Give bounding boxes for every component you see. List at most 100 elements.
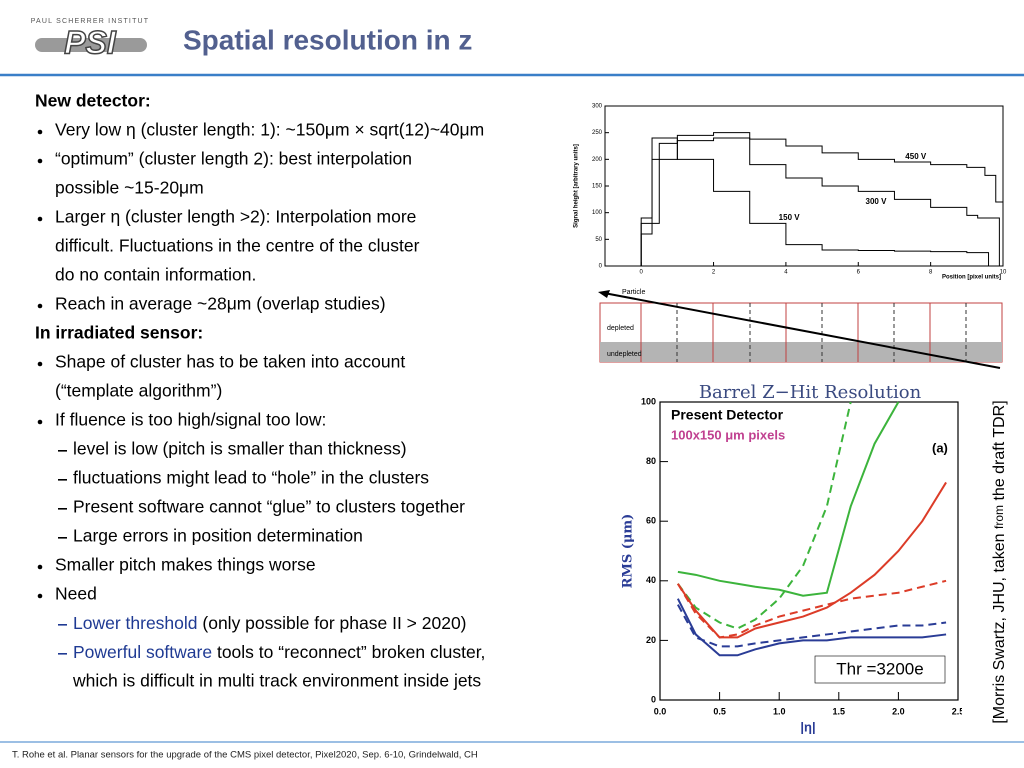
x-axis-label: |η|: [800, 719, 815, 734]
x-tick-label: 0.5: [713, 706, 726, 716]
body-line: level is low (pitch is smaller than thic…: [73, 439, 407, 459]
body-line: Reach in average ~28μm (overlap studies): [55, 294, 386, 314]
citation: [Morris Swartz, JHU, taken from the draf…: [991, 400, 1008, 723]
x-axis-label: Position [pixel units]: [942, 275, 1001, 281]
x-tick-label: 2: [712, 270, 716, 276]
dash: [58, 537, 67, 539]
y-tick-label: 300: [592, 104, 603, 110]
body-line: difficult. Fluctuations in the centre of…: [55, 236, 420, 256]
dash: [58, 450, 67, 452]
annotation: Thr =3200e: [836, 659, 923, 678]
y-tick-label: 60: [646, 516, 656, 526]
diagram-label: undepleted: [607, 351, 642, 358]
series-label: 300 V: [866, 197, 888, 206]
body-line: possible ~15-20μm: [55, 178, 204, 198]
bullet: [37, 593, 43, 599]
slide-title: Spatial resolution in z: [183, 24, 472, 55]
series-line: [623, 137, 1004, 267]
dash: [58, 624, 67, 626]
y-tick-label: 100: [592, 210, 603, 216]
x-tick-label: 1.5: [833, 706, 846, 716]
series-line: [630, 137, 990, 267]
body-line: Need: [55, 584, 97, 604]
y-tick-label: 250: [592, 130, 603, 136]
particle-track: [603, 292, 1001, 369]
institute: PAUL SCHERRER INSTITUT: [31, 18, 150, 25]
annotation: Present Detector: [671, 407, 784, 423]
undepleted-band: [600, 342, 1002, 362]
text-part: Lower threshold: [73, 613, 198, 633]
logo-band: [35, 38, 147, 52]
annotation-box: [814, 655, 946, 684]
bullet: [37, 303, 43, 309]
body-line: “optimum” (cluster length 2): best inter…: [55, 149, 412, 169]
x-tick-label: 0.0: [654, 706, 667, 716]
y-tick-label: 0: [651, 694, 656, 704]
x-tick-label: 8: [929, 270, 933, 276]
series-label: 150 V: [779, 213, 801, 222]
x-tick-label: 0: [640, 270, 644, 276]
heading: New detector:: [35, 91, 151, 111]
diagram-label: Particle: [622, 289, 645, 296]
strip-lines: [640, 303, 931, 362]
series-line: [677, 401, 900, 597]
y-tick-label: 200: [592, 157, 603, 163]
pixel-lines: [676, 303, 967, 362]
body-line: (“template algorithm”): [55, 381, 222, 401]
y-tick-label: 0: [599, 264, 603, 270]
body-line: fluctuations might lead to “hole” in the…: [73, 468, 429, 488]
chart-title: Barrel Z−Hit Resolution: [699, 382, 922, 403]
footer: T. Rohe et al. Planar sensors for the up…: [12, 750, 478, 761]
dash: [58, 653, 67, 655]
text-part: from: [992, 505, 1006, 529]
x-tick-label: 4: [784, 270, 788, 276]
heading: In irradiated sensor:: [35, 323, 203, 343]
plot-frame: [659, 401, 959, 701]
body-line: If fluence is too high/signal too low:: [55, 410, 326, 430]
body-line: Lower threshold (only possible for phase…: [73, 613, 467, 633]
series-line: [626, 132, 1000, 267]
body-line: Larger η (cluster length >2): Interpolat…: [55, 207, 416, 227]
body-line: Present software cannot “glue” to cluste…: [73, 497, 465, 517]
body-line: Large errors in position determination: [73, 526, 363, 546]
y-tick-label: 80: [646, 456, 656, 466]
y-tick-label: 40: [646, 575, 656, 585]
text-part: (only possible for phase II > 2020): [198, 613, 467, 633]
body-line: Smaller pitch makes things worse: [55, 555, 316, 575]
bullet: [37, 361, 43, 367]
series-label: 450 V: [905, 152, 927, 161]
y-tick-label: 100: [641, 396, 656, 406]
bullet: [37, 564, 43, 570]
body-line: which is difficult in multi track enviro…: [72, 671, 481, 691]
logo: PSI: [64, 24, 117, 60]
x-tick-label: 2.0: [892, 706, 905, 716]
bullet: [37, 419, 43, 425]
annotation: (a): [932, 440, 948, 455]
text-part: Powerful software: [73, 642, 212, 662]
x-tick-label: 2.5: [952, 706, 965, 716]
dash: [58, 479, 67, 481]
text-part: tools to “reconnect” broken cluster,: [212, 642, 485, 662]
dash: [58, 508, 67, 510]
x-tick-label: 6: [857, 270, 861, 276]
body-line: Shape of cluster has to be taken into ac…: [55, 352, 405, 372]
series-line: [677, 401, 852, 630]
body-line: do no contain information.: [55, 265, 256, 285]
series-line: [677, 604, 947, 648]
series-line: [677, 579, 947, 639]
x-tick-label: 10: [1000, 270, 1007, 276]
bullet: [37, 129, 43, 135]
bullet: [37, 158, 43, 164]
y-axis-label: RMS (μm): [621, 514, 636, 589]
text-part: [Morris Swartz, JHU, taken: [991, 529, 1008, 724]
series-line: [676, 598, 947, 657]
body-line: Powerful software tools to “reconnect” b…: [73, 642, 485, 662]
body-line: Very low η (cluster length: 1): ~150μm ×…: [55, 120, 484, 140]
x-tick-label: 1.0: [773, 706, 786, 716]
sensor-diagram: Particle depleted undepleted: [598, 289, 1003, 369]
bullet: [37, 216, 43, 222]
y-tick-label: 50: [595, 237, 602, 243]
figure-bg: [568, 102, 1008, 272]
text-part: the draft TDR]: [991, 400, 1008, 505]
